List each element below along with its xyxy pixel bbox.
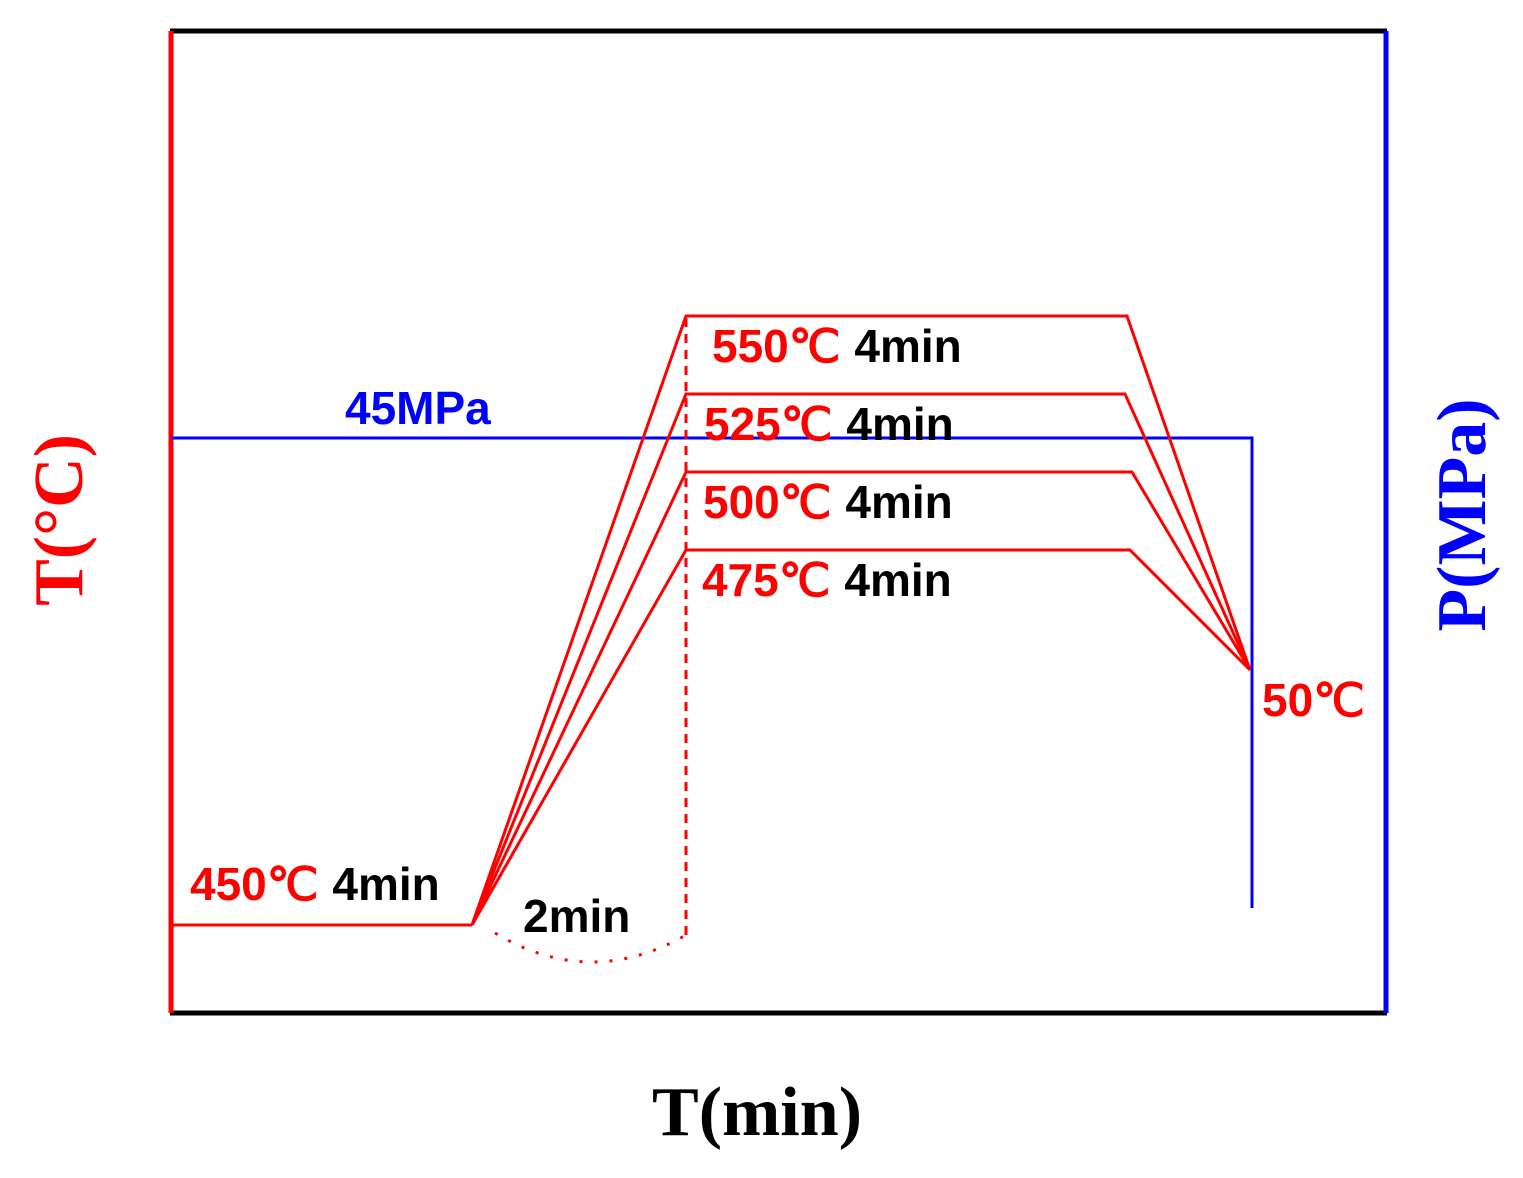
final-temp-label: 50℃ xyxy=(1262,674,1365,726)
series-temp-475: 475℃ xyxy=(702,554,830,606)
left-axis-title: T(°C) xyxy=(21,434,98,606)
temp-profile-550 xyxy=(470,314,1252,926)
temperature-series-group xyxy=(470,314,1252,926)
temp-profile-475 xyxy=(470,548,1252,926)
right-axis-title: P(MPa) xyxy=(1424,398,1501,631)
preheat-time-label: 4min xyxy=(332,858,439,910)
series-label-475: 475℃ 4min xyxy=(702,554,952,606)
pressure-label: 45MPa xyxy=(345,382,491,434)
series-temp-525: 525℃ xyxy=(704,398,832,450)
series-time-500: 4min xyxy=(845,476,952,528)
series-time-525: 4min xyxy=(846,398,953,450)
series-label-550: 550℃ 4min xyxy=(712,320,962,372)
preheat-temp-label: 450℃ xyxy=(190,858,318,910)
pressure-line xyxy=(171,436,1254,908)
preheat-label: 450℃ 4min xyxy=(190,858,440,910)
series-time-550: 4min xyxy=(854,320,961,372)
temp-profile-525 xyxy=(470,392,1252,926)
series-label-500: 500℃ 4min xyxy=(703,476,953,528)
series-label-525: 525℃ 4min xyxy=(704,398,954,450)
x-axis-title: T(min) xyxy=(652,1074,862,1151)
ramp-time-label: 2min xyxy=(523,890,630,942)
temp-profile-500 xyxy=(470,470,1252,926)
series-temp-550: 550℃ xyxy=(712,320,840,372)
series-temp-500: 500℃ xyxy=(703,476,831,528)
series-time-475: 4min xyxy=(844,554,951,606)
